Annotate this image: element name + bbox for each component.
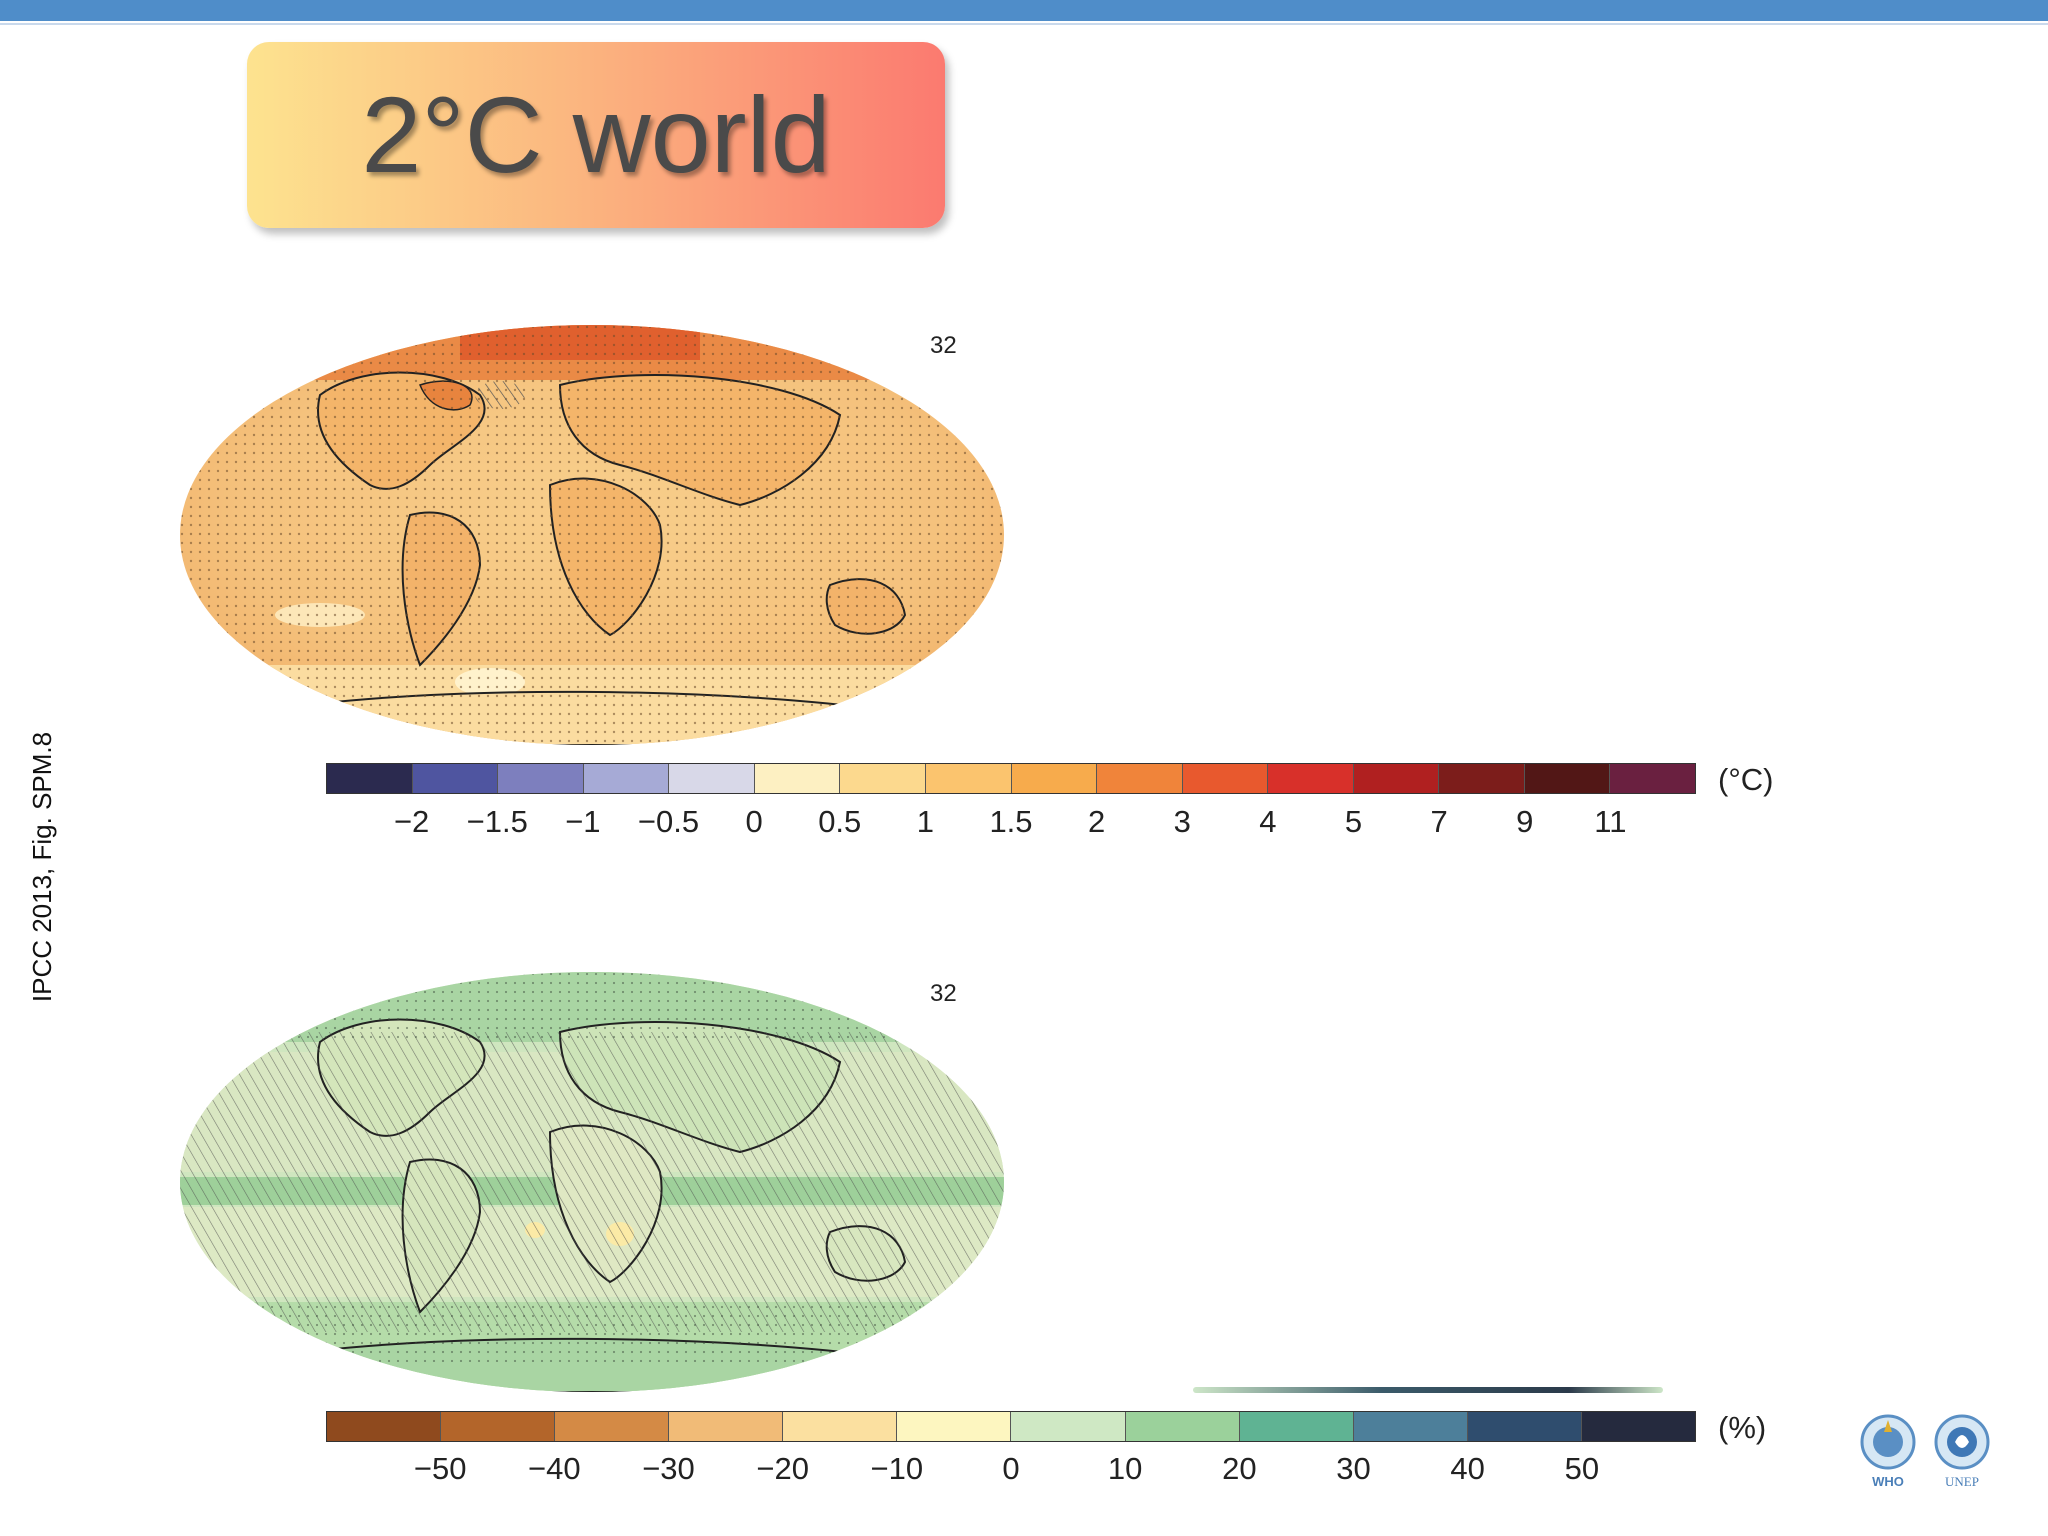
colorbar-tick-label: −40 (528, 1451, 581, 1486)
colorbar-segment (327, 1412, 442, 1441)
colorbar-segment (1125, 1412, 1240, 1441)
temperature-colorbar (326, 763, 1696, 794)
colorbar-tick-label: 4 (1259, 804, 1277, 839)
colorbar-tick-label: 1 (916, 804, 934, 839)
colorbar-segment (1268, 764, 1354, 793)
colorbar-segment (1182, 764, 1269, 793)
colorbar-segment (669, 1412, 784, 1441)
colorbar-segment (783, 1412, 898, 1441)
colorbar-segment (669, 764, 755, 793)
top-bar (0, 0, 2048, 21)
temperature-unit: (°C) (1718, 762, 1774, 797)
colorbar-segment (583, 764, 670, 793)
decorative-strip (1193, 1387, 1663, 1393)
precipitation-colorbar (326, 1411, 1696, 1442)
colorbar-segment (412, 764, 499, 793)
colorbar-tick-label: −30 (642, 1451, 695, 1486)
colorbar-segment (1439, 764, 1525, 793)
colorbar-tick-label: 10 (1107, 1451, 1143, 1486)
temperature-model-count: 32 (930, 332, 957, 359)
precipitation-colorbar-ticks: −50 −40 −30 −20 −10 0 10 20 30 40 50 (326, 1451, 1696, 1491)
colorbar-tick-label: 0 (1002, 1451, 1020, 1486)
title-banner: 2°C world (247, 42, 945, 228)
colorbar-tick-label: 0.5 (818, 804, 862, 839)
colorbar-segment (1610, 764, 1695, 793)
partner-logos: WHO UNEP (1858, 1410, 1998, 1490)
colorbar-tick-label: 50 (1564, 1451, 1600, 1486)
colorbar-segment (1097, 764, 1183, 793)
precipitation-map (180, 972, 1005, 1392)
colorbar-segment (1011, 1412, 1126, 1441)
unep-logo-icon: UNEP (1934, 1414, 1990, 1489)
colorbar-tick-label: 20 (1222, 1451, 1257, 1486)
top-divider (0, 23, 2048, 25)
colorbar-segment (498, 764, 584, 793)
who-logo-text: WHO (1872, 1474, 1904, 1489)
colorbar-tick-label: 7 (1430, 804, 1448, 839)
colorbar-segment (840, 764, 926, 793)
colorbar-tick-label: 40 (1450, 1451, 1485, 1486)
colorbar-tick-label: −10 (870, 1451, 924, 1486)
colorbar-tick-label: −2 (393, 804, 430, 839)
precipitation-unit: (%) (1718, 1410, 1767, 1445)
colorbar-tick-label: 3 (1173, 804, 1191, 839)
colorbar-tick-label: 9 (1516, 804, 1534, 839)
colorbar-segment (925, 764, 1012, 793)
who-logo-icon: WHO (1860, 1414, 1916, 1489)
precipitation-model-count: 32 (930, 980, 957, 1007)
colorbar-tick-label: −20 (756, 1451, 809, 1486)
colorbar-segment (1239, 1412, 1354, 1441)
temperature-map (180, 325, 1005, 745)
colorbar-tick-label: 11 (1594, 804, 1627, 839)
source-citation: IPCC 2013, Fig. SPM.8 (27, 731, 57, 1003)
colorbar-tick-label: 2 (1088, 804, 1106, 839)
colorbar-tick-label: −1.5 (466, 804, 528, 839)
colorbar-segment (441, 1412, 556, 1441)
colorbar-segment (1353, 764, 1440, 793)
colorbar-segment (327, 764, 413, 793)
colorbar-segment (1353, 1412, 1468, 1441)
colorbar-tick-label: −1 (565, 804, 601, 839)
colorbar-segment (1524, 764, 1611, 793)
colorbar-tick-label: −50 (413, 1451, 467, 1486)
colorbar-tick-label: 30 (1336, 1451, 1371, 1486)
colorbar-tick-label: −0.5 (637, 804, 700, 839)
colorbar-tick-label: 5 (1344, 804, 1363, 839)
colorbar-segment (897, 1412, 1012, 1441)
slide-title: 2°C world (361, 74, 831, 195)
colorbar-segment (1011, 764, 1098, 793)
colorbar-tick-label: 1.5 (989, 804, 1033, 839)
colorbar-segment (555, 1412, 670, 1441)
colorbar-segment (754, 764, 841, 793)
colorbar-segment (1467, 1412, 1582, 1441)
unep-logo-text: UNEP (1945, 1474, 1979, 1489)
colorbar-segment (1581, 1412, 1695, 1441)
colorbar-tick-label: 0 (745, 804, 763, 839)
temperature-colorbar-ticks: −2 −1.5 −1 −0.5 0 0.5 1 1.5 2 3 4 5 7 9 11 (326, 804, 1696, 844)
